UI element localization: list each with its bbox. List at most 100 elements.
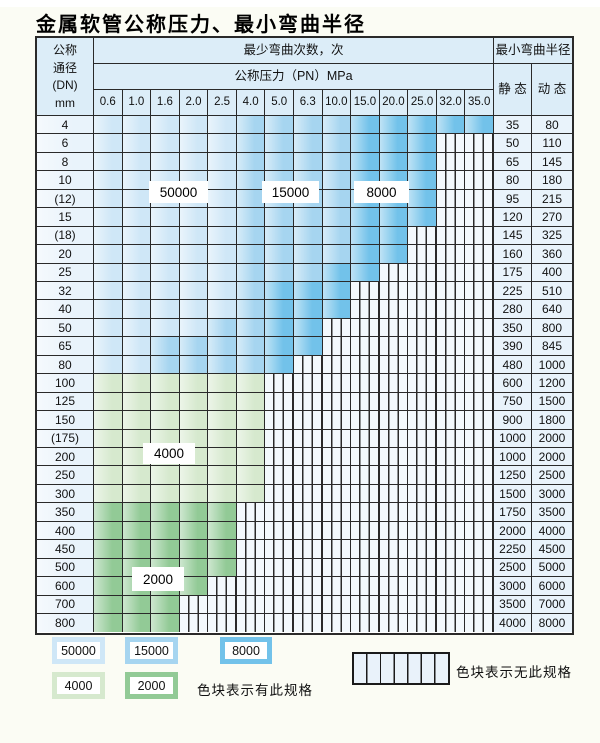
spec-cell: [351, 152, 380, 172]
spec-cell: [122, 521, 152, 541]
static-value-cell: 120: [494, 208, 532, 227]
dynamic-value-cell: 845: [532, 337, 572, 356]
spec-cell: [151, 392, 180, 412]
spec-cell: [379, 226, 409, 246]
no-spec-cell: [379, 484, 409, 504]
static-value-cell: 35: [494, 116, 532, 135]
no-spec-cell: [294, 558, 323, 578]
dn-cell: 4: [37, 116, 94, 135]
no-spec-cell: [322, 521, 352, 541]
no-spec-cell: [465, 374, 494, 393]
spec-cell: [94, 300, 123, 319]
no-spec-cell: [322, 337, 352, 356]
spec-cell: [351, 226, 380, 246]
dn-cell: 250: [37, 466, 94, 485]
band-label-15000: 15000: [262, 181, 319, 203]
spec-cell: [179, 134, 209, 153]
pressure-tick: 25.0: [408, 90, 437, 116]
spec-cell: [94, 263, 123, 282]
spec-cell: [236, 355, 266, 375]
spec-cell: [208, 152, 237, 172]
no-spec-cell: [408, 337, 437, 356]
no-spec-cell: [436, 614, 466, 633]
spec-cell: [151, 263, 180, 282]
no-spec-cell: [294, 595, 323, 615]
spec-cell: [294, 226, 323, 246]
spec-cell: [208, 411, 237, 430]
no-spec-cell: [436, 540, 466, 559]
legend-label-50000: 50000: [57, 642, 100, 659]
spec-cell: [208, 318, 237, 338]
spec-cell: [294, 300, 323, 319]
spec-cell: [151, 595, 180, 615]
no-spec-cell: [379, 337, 409, 356]
spec-cell: [122, 595, 152, 615]
dn-cell: (12): [37, 189, 94, 209]
static-header: 静 态: [494, 64, 532, 116]
pressure-tick: 20.0: [379, 90, 409, 116]
spec-cell: [122, 171, 152, 190]
spec-cell: [122, 540, 152, 559]
spec-cell: [351, 134, 380, 153]
dn-cell: 50: [37, 318, 94, 338]
spec-cell: [294, 208, 323, 227]
dynamic-value-cell: 325: [532, 226, 572, 246]
no-spec-cell: [351, 503, 380, 522]
spec-cell: [322, 226, 352, 246]
spec-cell: [208, 429, 237, 449]
no-spec-cell: [408, 263, 437, 282]
spec-cell: [265, 300, 294, 319]
spec-cell: [265, 282, 294, 301]
no-spec-cell: [322, 355, 352, 375]
no-spec-cell: [265, 558, 294, 578]
spec-cell: [208, 484, 237, 504]
spec-cell: [94, 171, 123, 190]
no-spec-cell: [465, 429, 494, 449]
legend-patch-8000: 8000: [220, 637, 272, 664]
spec-cell: [179, 152, 209, 172]
spec-cell: [151, 355, 180, 375]
spec-cell: [265, 152, 294, 172]
legend-no-spec-text: 色块表示无此规格: [456, 665, 572, 680]
legend-label-4000: 4000: [57, 677, 100, 694]
no-spec-cell: [436, 282, 466, 301]
spec-cell: [151, 134, 180, 153]
no-spec-cell: [465, 392, 494, 412]
dn-cell: 150: [37, 411, 94, 430]
dynamic-value-cell: 4500: [532, 540, 572, 559]
spec-cell: [151, 484, 180, 504]
no-spec-cell: [265, 374, 294, 393]
no-spec-cell: [379, 614, 409, 633]
static-value-cell: 3000: [494, 577, 532, 596]
spec-cell: [208, 521, 237, 541]
spec-cell: [236, 300, 266, 319]
spec-cell: [208, 189, 237, 209]
spec-cell: [151, 374, 180, 393]
spec-cell: [94, 484, 123, 504]
no-spec-cell: [351, 448, 380, 467]
no-spec-cell: [208, 614, 237, 633]
no-spec-cell: [408, 595, 437, 615]
static-value-cell: 1000: [494, 429, 532, 449]
no-spec-cell: [436, 558, 466, 578]
no-spec-cell: [379, 521, 409, 541]
legend-patch-2000: 2000: [125, 672, 178, 699]
no-spec-cell: [351, 300, 380, 319]
no-spec-cell: [236, 503, 266, 522]
spec-cell: [122, 116, 152, 135]
no-spec-cell: [322, 411, 352, 430]
no-spec-cell: [265, 577, 294, 596]
no-spec-cell: [465, 355, 494, 375]
spec-cell: [122, 411, 152, 430]
spec-cell: [208, 226, 237, 246]
no-spec-cell: [436, 374, 466, 393]
spec-cell: [179, 374, 209, 393]
no-spec-cell: [465, 337, 494, 356]
spec-cell: [208, 245, 237, 264]
no-spec-cell: [236, 595, 266, 615]
legend-label-8000: 8000: [225, 642, 267, 659]
spec-cell: [122, 263, 152, 282]
spec-cell: [122, 374, 152, 393]
static-value-cell: 95: [494, 189, 532, 209]
